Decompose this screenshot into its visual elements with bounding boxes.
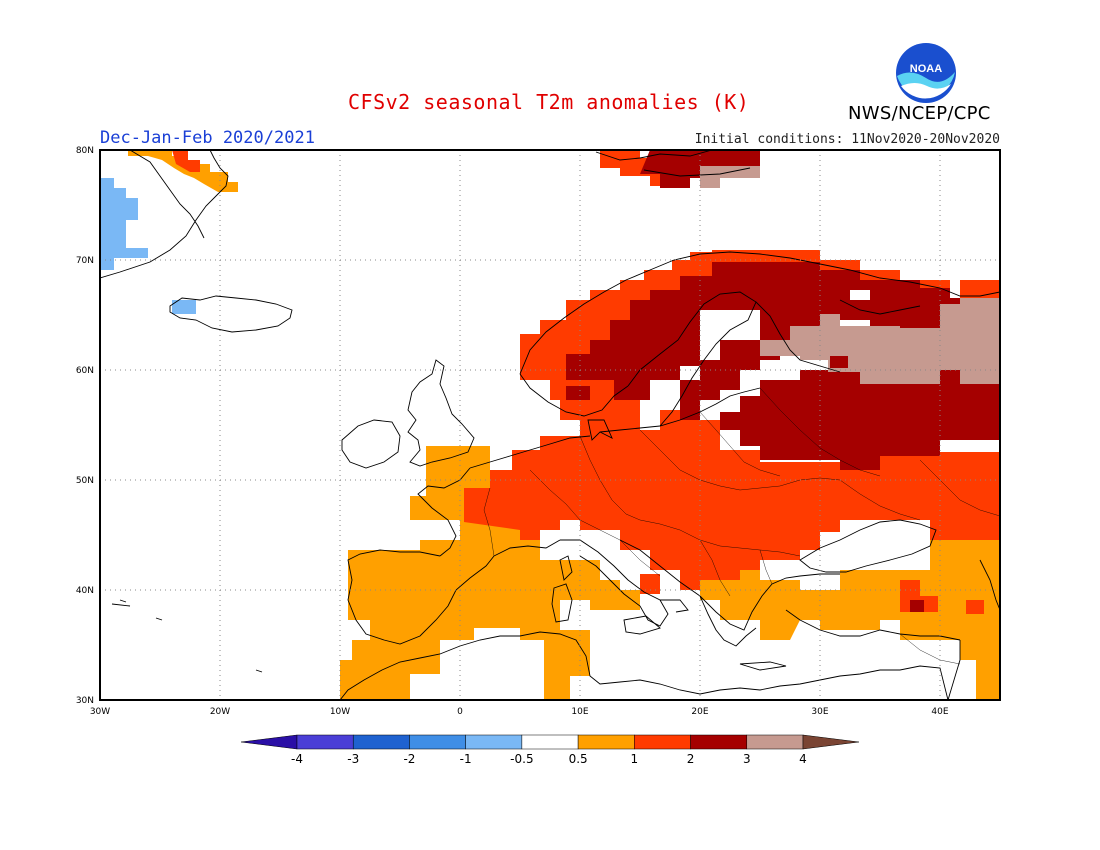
colorbar-label: -1 — [459, 752, 472, 766]
colorbar-box — [577, 734, 635, 750]
coast-italy — [560, 539, 669, 627]
anomaly-patch-red-italy — [640, 574, 660, 594]
coast-scandinavia — [519, 251, 1000, 375]
colorbar-min-triangle — [240, 734, 298, 750]
coast-greece — [699, 595, 757, 647]
lon-tick-label: 20E — [691, 707, 708, 717]
colorbar-label: 3 — [742, 752, 751, 766]
lat-tick-label: 50N — [76, 476, 94, 486]
initial-conditions-label: Initial conditions: 11Nov2020-20Nov2020 — [694, 132, 1000, 147]
anomaly-patch-iceland — [172, 300, 196, 314]
coast-balkans — [619, 539, 840, 631]
coast-turkey-south — [785, 609, 961, 641]
anomaly-patch-orange-balkans — [700, 540, 1000, 700]
lat-tick-label: 30N — [76, 696, 94, 706]
anomaly-patch-red-russia-edge — [960, 280, 1000, 300]
anomaly-fill-layer — [100, 150, 1000, 700]
coast-canary — [111, 599, 131, 607]
coast-azores — [255, 669, 263, 673]
lat-tick-label: 40N — [76, 586, 94, 596]
colorbar — [240, 734, 860, 750]
colorbar-box — [409, 734, 466, 750]
coast-greenland — [100, 150, 229, 279]
colorbar-label: 0.5 — [568, 752, 588, 766]
gridlines — [100, 150, 1000, 700]
coast-france-south — [493, 539, 561, 557]
coast-france-west — [417, 467, 471, 557]
coast-britain — [407, 359, 475, 467]
coast-continent-north — [469, 435, 591, 469]
svg-text:NOAA: NOAA — [910, 63, 942, 75]
anomaly-patch-greenland-warm — [128, 150, 238, 192]
anomaly-patch-greenland-hot — [172, 150, 200, 172]
coast-greenland-inner — [129, 150, 205, 239]
coast-corsica — [559, 555, 573, 581]
lon-tick-label: 40E — [931, 707, 948, 717]
coast-svalbard — [595, 150, 713, 161]
colorbar-label: -4 — [291, 752, 303, 766]
colorbar-box — [352, 734, 410, 750]
border-layer — [483, 387, 1000, 665]
colorbar-box — [634, 734, 691, 750]
coast-norway-south — [519, 373, 629, 417]
anomaly-patch-orange-levant — [960, 610, 1000, 700]
coast-baltic-south — [599, 387, 761, 433]
colorbar-box — [690, 734, 748, 750]
coast-levant — [947, 640, 961, 700]
anomaly-patch-red-turkey — [900, 580, 938, 612]
lat-tick-label: 70N — [76, 256, 94, 266]
colorbar-label: -0.5 — [510, 752, 534, 766]
lat-tick-label: 60N — [76, 366, 94, 376]
coast-madeira — [155, 617, 163, 621]
colorbar-label: 1 — [630, 752, 639, 766]
colorbar-box — [296, 734, 354, 750]
coast-sicily — [623, 615, 661, 635]
map-title: CFSv2 seasonal T2m anomalies (K) — [348, 90, 750, 114]
season-label: Dec-Jan-Feb 2020/2021 — [100, 128, 315, 148]
anomaly-patch-red-turkey2 — [966, 600, 984, 614]
lon-tick-label: 30W — [90, 707, 110, 717]
coastline-layer — [100, 150, 1000, 700]
colorbar-box — [746, 734, 804, 750]
coast-africa — [339, 631, 949, 700]
map-frame — [99, 149, 1001, 701]
coast-sardinia — [551, 583, 573, 623]
colorbar-label: -3 — [347, 752, 360, 766]
lon-tick-label: 30E — [811, 707, 828, 717]
colorbar-box — [521, 734, 579, 750]
anomaly-patch-svalbard-light — [700, 166, 760, 188]
coast-iceland — [169, 295, 293, 333]
colorbar-label: -2 — [403, 752, 416, 766]
coast-denmark — [587, 419, 613, 441]
anomaly-patch-orange-south — [340, 446, 640, 700]
anomaly-patch-greenland-cold — [100, 178, 148, 270]
colorbar-max-triangle — [802, 734, 860, 750]
anomaly-patch-orange-africa-east — [552, 640, 574, 674]
coast-crete — [739, 661, 787, 671]
coast-italy-heel — [660, 599, 689, 613]
anomaly-patch-red-central — [464, 398, 1000, 590]
coast-ireland — [341, 419, 401, 469]
anomaly-patch-darkred-spot2 — [910, 600, 924, 612]
coast-blacksea — [799, 519, 937, 573]
tick-labels: 30W 20W 10W 0 10E 20E 30E 40E 80N 70N 60N 50N 40N 30N — [76, 146, 949, 717]
anomaly-patch-darkred-spot — [566, 386, 590, 400]
coast-caspian — [979, 559, 1000, 611]
colorbar-label: 4 — [799, 752, 807, 766]
lat-tick-label: 80N — [76, 146, 94, 156]
agency-label: NWS/NCEP/CPC — [848, 103, 991, 124]
colorbar-label: 2 — [686, 752, 695, 766]
lon-tick-label: 10E — [571, 707, 588, 717]
coast-white-sea — [839, 299, 921, 315]
lon-tick-label: 20W — [210, 707, 230, 717]
anomaly-patch-darkred-russia — [720, 360, 1000, 470]
noaa-logo: NOAA — [896, 43, 956, 103]
colorbar-box — [465, 734, 523, 750]
lon-tick-label: 10W — [330, 707, 350, 717]
lon-tick-label: 0 — [457, 707, 463, 717]
